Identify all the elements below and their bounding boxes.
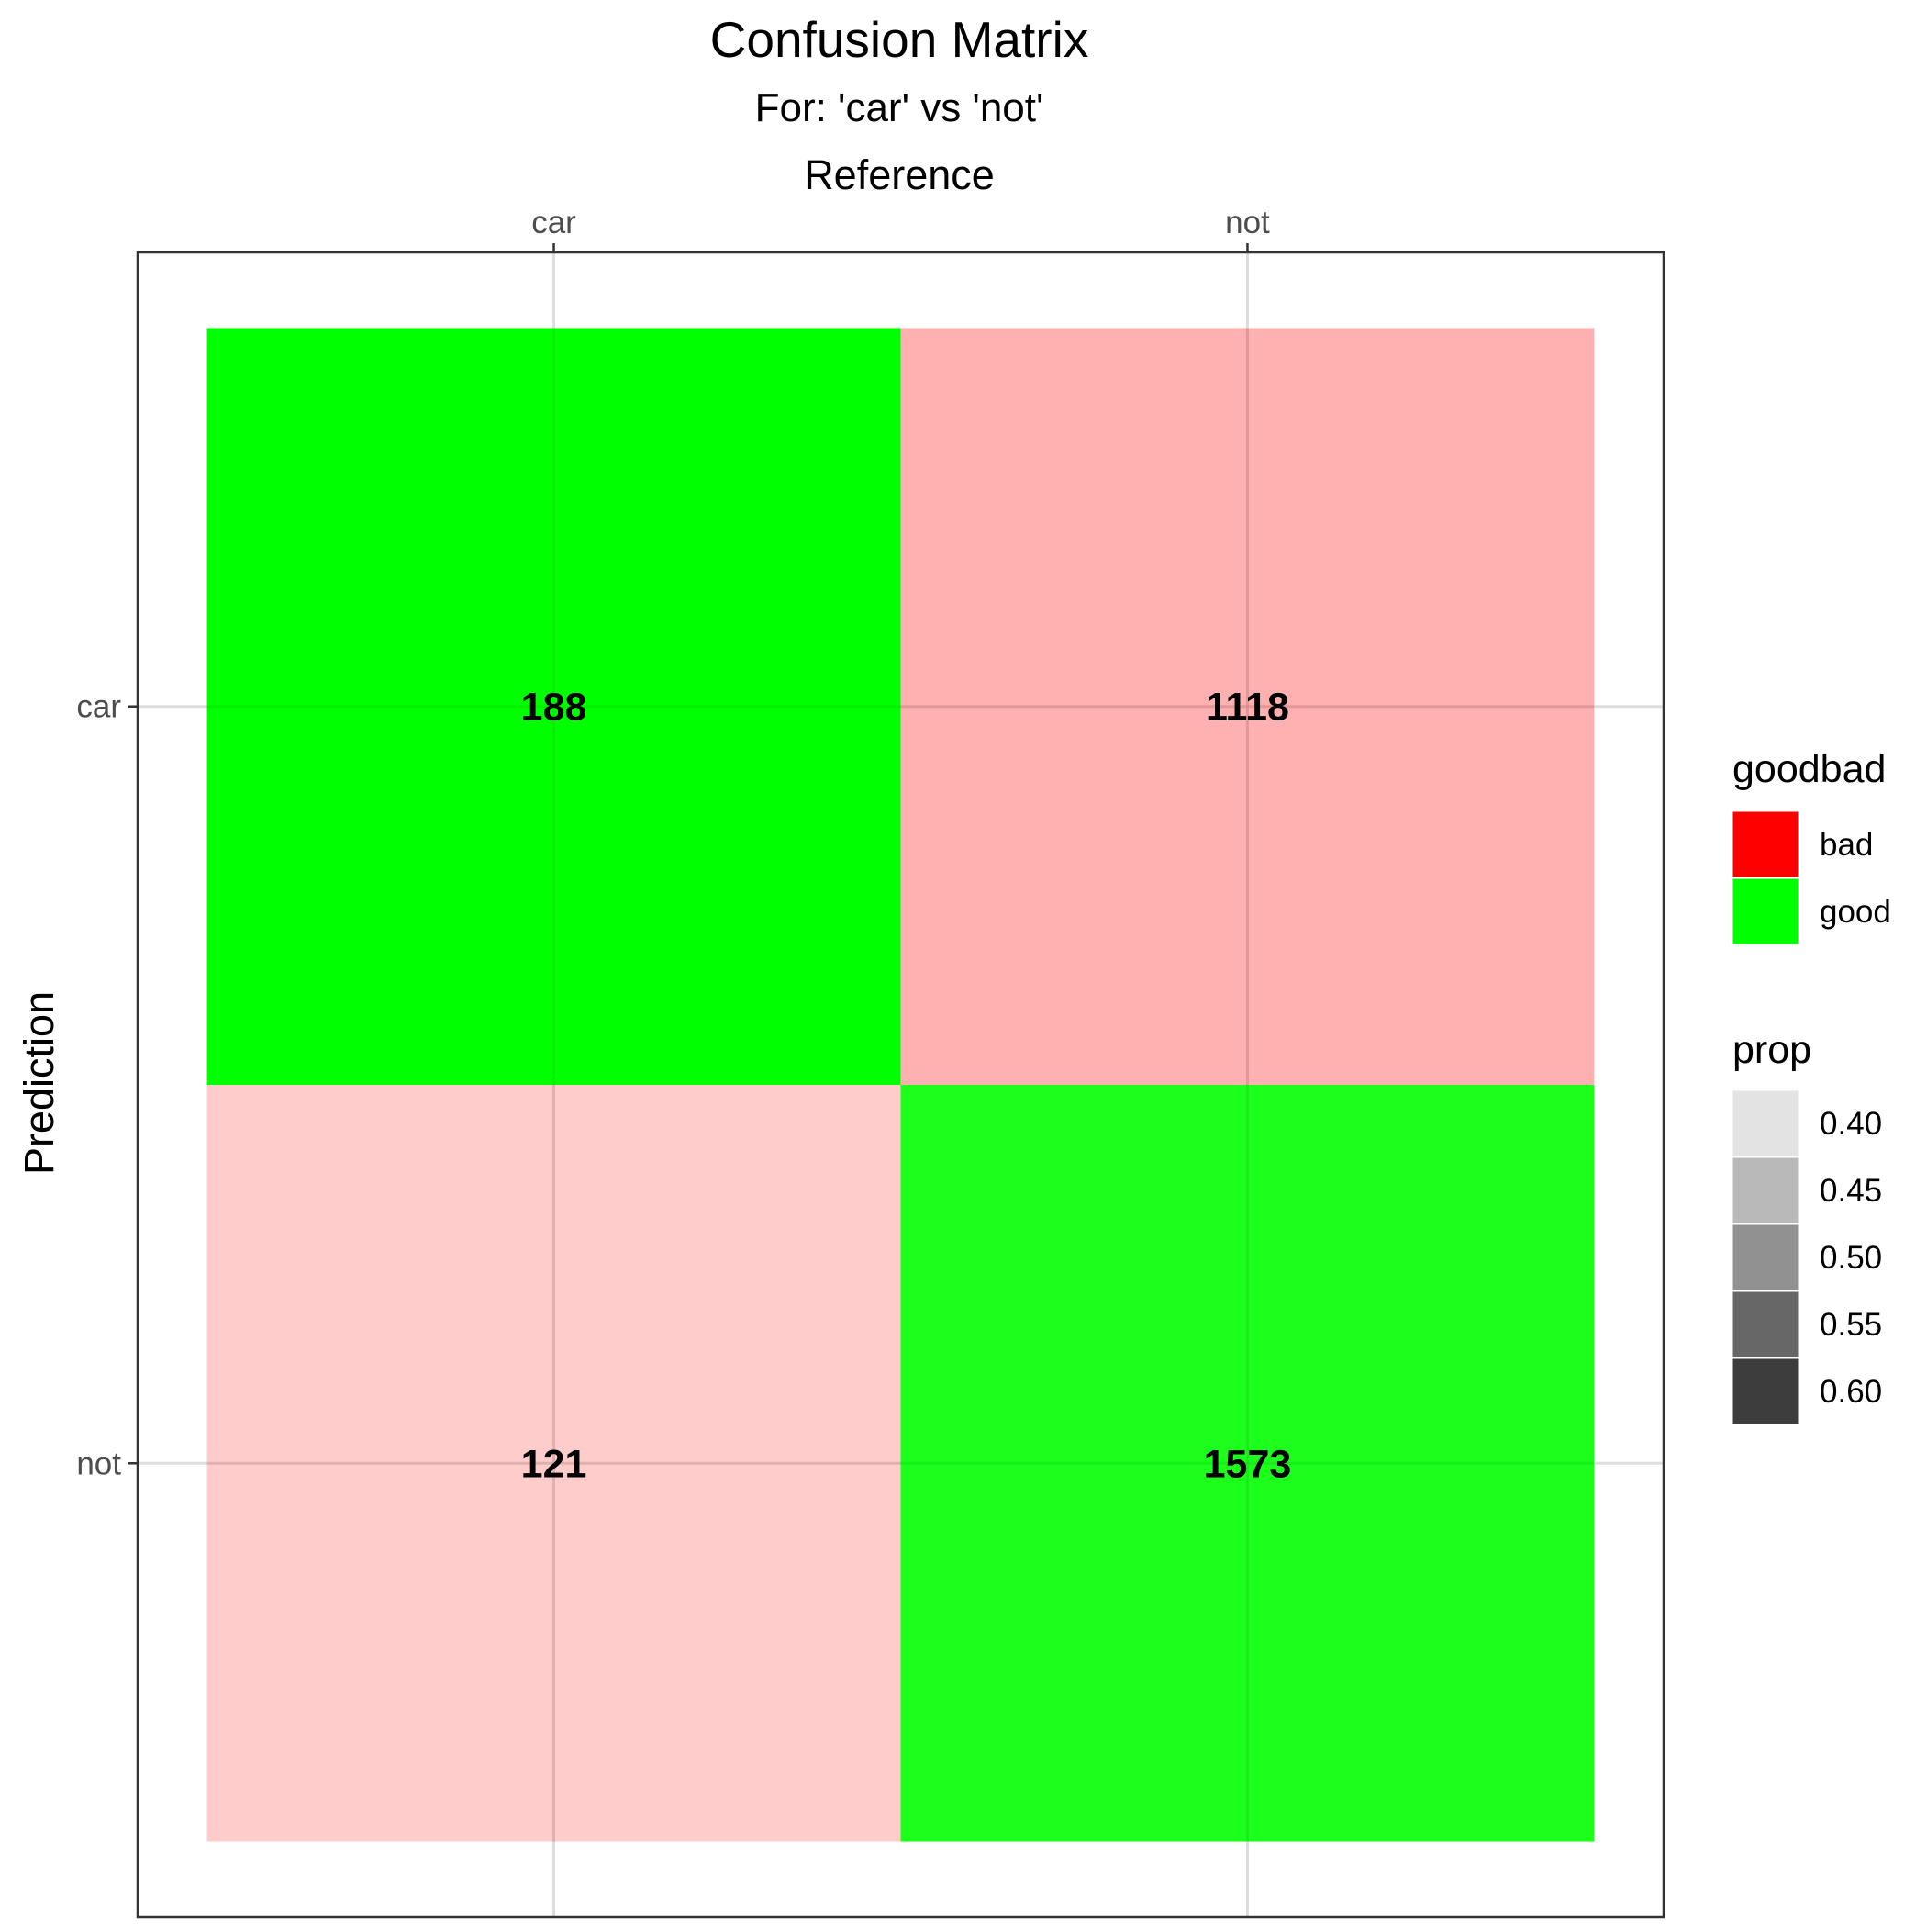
legend-alpha-key bbox=[1732, 1357, 1799, 1425]
plot-area: 188 1118 121 1573 car not car not bbox=[76, 205, 1665, 1919]
cell-count-label: 188 bbox=[521, 686, 587, 730]
x-tick-label: car bbox=[531, 205, 576, 240]
legend-fill-label: good bbox=[1820, 894, 1891, 930]
legend-fill-label: bad bbox=[1820, 827, 1873, 863]
cell-count-label: 121 bbox=[521, 1442, 587, 1486]
y-tick-label: not bbox=[76, 1446, 121, 1481]
legend-fill-title: goodbad bbox=[1732, 747, 1886, 791]
legend-alpha-label: 0.50 bbox=[1820, 1240, 1882, 1276]
cell-count-label: 1573 bbox=[1204, 1442, 1292, 1486]
legend-alpha-key bbox=[1732, 1156, 1799, 1224]
x-axis-title: Reference bbox=[804, 151, 995, 198]
legend-alpha-label: 0.60 bbox=[1820, 1374, 1882, 1410]
legend-alpha-label: 0.40 bbox=[1820, 1106, 1882, 1142]
tile-car-not bbox=[900, 328, 1595, 1085]
legend-fill-key bbox=[1732, 877, 1799, 945]
tile-car-car bbox=[206, 328, 901, 1085]
legend-alpha-label: 0.55 bbox=[1820, 1307, 1882, 1343]
panel-border bbox=[136, 251, 1665, 1919]
legend-alpha-key bbox=[1732, 1223, 1799, 1291]
cell-count-label: 1118 bbox=[1206, 686, 1289, 730]
legend-alpha-key bbox=[1732, 1290, 1799, 1358]
chart-subtitle: For: 'car' vs 'not' bbox=[755, 85, 1044, 130]
tile-not-not bbox=[900, 1085, 1595, 1842]
tile-not-car bbox=[206, 1085, 901, 1842]
legend-alpha-title: prop bbox=[1732, 1028, 1811, 1072]
legend-alpha-label: 0.45 bbox=[1820, 1173, 1882, 1209]
x-tick-label: not bbox=[1225, 205, 1270, 240]
legend-fill-key bbox=[1732, 810, 1799, 878]
y-axis-title: Prediction bbox=[16, 991, 62, 1175]
y-tick-label: car bbox=[76, 689, 121, 725]
chart-title: Confusion Matrix bbox=[710, 11, 1089, 68]
legend-alpha-key bbox=[1732, 1089, 1799, 1157]
